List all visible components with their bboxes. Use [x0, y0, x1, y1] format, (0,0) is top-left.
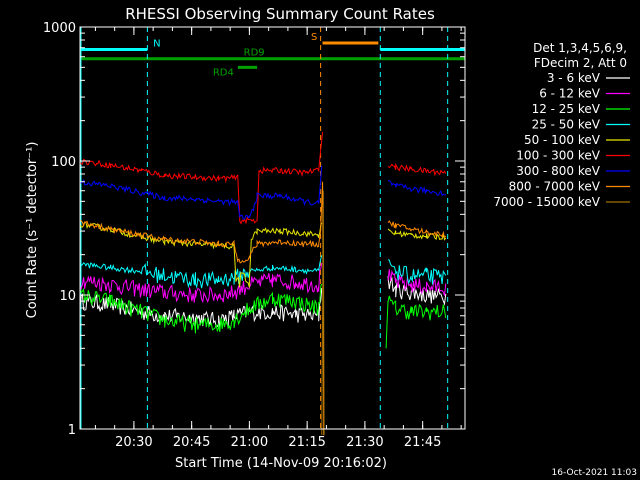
flag-label-rd4: RD4 — [213, 67, 234, 78]
series-trace — [385, 295, 447, 349]
y-tick-label: 1000 — [43, 21, 76, 36]
flag-label-s: S — [311, 32, 317, 43]
legend-entry-label: 50 - 100 keV — [524, 133, 601, 147]
legend-header-line: FDecim 2, Att 0 — [534, 56, 627, 70]
x-tick-label: 21:00 — [231, 435, 268, 450]
series-trace — [79, 131, 324, 225]
chart-title: RHESSI Observing Summary Count Rates — [125, 5, 435, 23]
series-trace — [387, 259, 447, 285]
series-trace — [79, 221, 323, 288]
flag-label-rd9: RD9 — [244, 48, 265, 59]
series-trace — [387, 220, 447, 239]
x-tick-label: 21:30 — [346, 435, 383, 450]
series-trace — [387, 162, 447, 177]
series-trace — [79, 255, 323, 289]
x-tick-label: 20:45 — [173, 435, 210, 450]
legend-entry-label: 3 - 6 keV — [547, 71, 601, 85]
legend-entry-label: 300 - 800 keV — [516, 164, 600, 178]
plot-frame — [79, 26, 466, 430]
y-tick-label: 1 — [68, 423, 76, 438]
series-trace — [79, 283, 323, 334]
legend-entry-label: 100 - 300 keV — [516, 149, 600, 163]
legend-entry-label: 800 - 7000 keV — [509, 180, 601, 194]
timestamp: 16-Oct-2021 11:03 — [552, 468, 637, 478]
series-layer — [79, 131, 447, 436]
legend-entry-label: 7000 - 15000 keV — [493, 195, 600, 209]
axis-layer: 20:30 20:45 21:00 21:15 21:30 21:45 1 10 100 1000 — [43, 21, 465, 450]
legend-entry-label: 12 - 25 keV — [532, 102, 601, 116]
y-tick-label: 10 — [59, 289, 76, 304]
legend-entry-label: 6 - 12 keV — [539, 87, 601, 101]
series-trace — [79, 181, 325, 436]
x-tick-label: 21:15 — [288, 435, 325, 450]
flag-layer: N S RD9 RD4 — [80, 32, 465, 78]
series-trace — [79, 165, 323, 220]
series-trace — [387, 228, 447, 241]
y-tick-label: 100 — [51, 155, 76, 170]
legend: Det 1,3,4,5,6,9,FDecim 2, Att 03 - 6 keV… — [493, 41, 630, 209]
legend-entry-label: 25 - 50 keV — [532, 118, 601, 132]
series-trace — [387, 269, 447, 296]
x-tick-label: 20:30 — [115, 435, 152, 450]
series-trace — [321, 190, 325, 436]
legend-header-line: Det 1,3,4,5,6,9, — [533, 41, 627, 55]
series-trace — [387, 180, 447, 197]
x-axis-label: Start Time (14-Nov-09 20:16:02) — [175, 456, 387, 471]
vline-layer — [80, 27, 449, 429]
flag-label-n: N — [153, 38, 160, 49]
series-trace — [79, 288, 323, 328]
x-tick-label: 21:45 — [404, 435, 441, 450]
series-trace — [79, 262, 323, 304]
y-axis-label: Count Rate (s⁻¹ detector⁻¹) — [25, 142, 40, 319]
